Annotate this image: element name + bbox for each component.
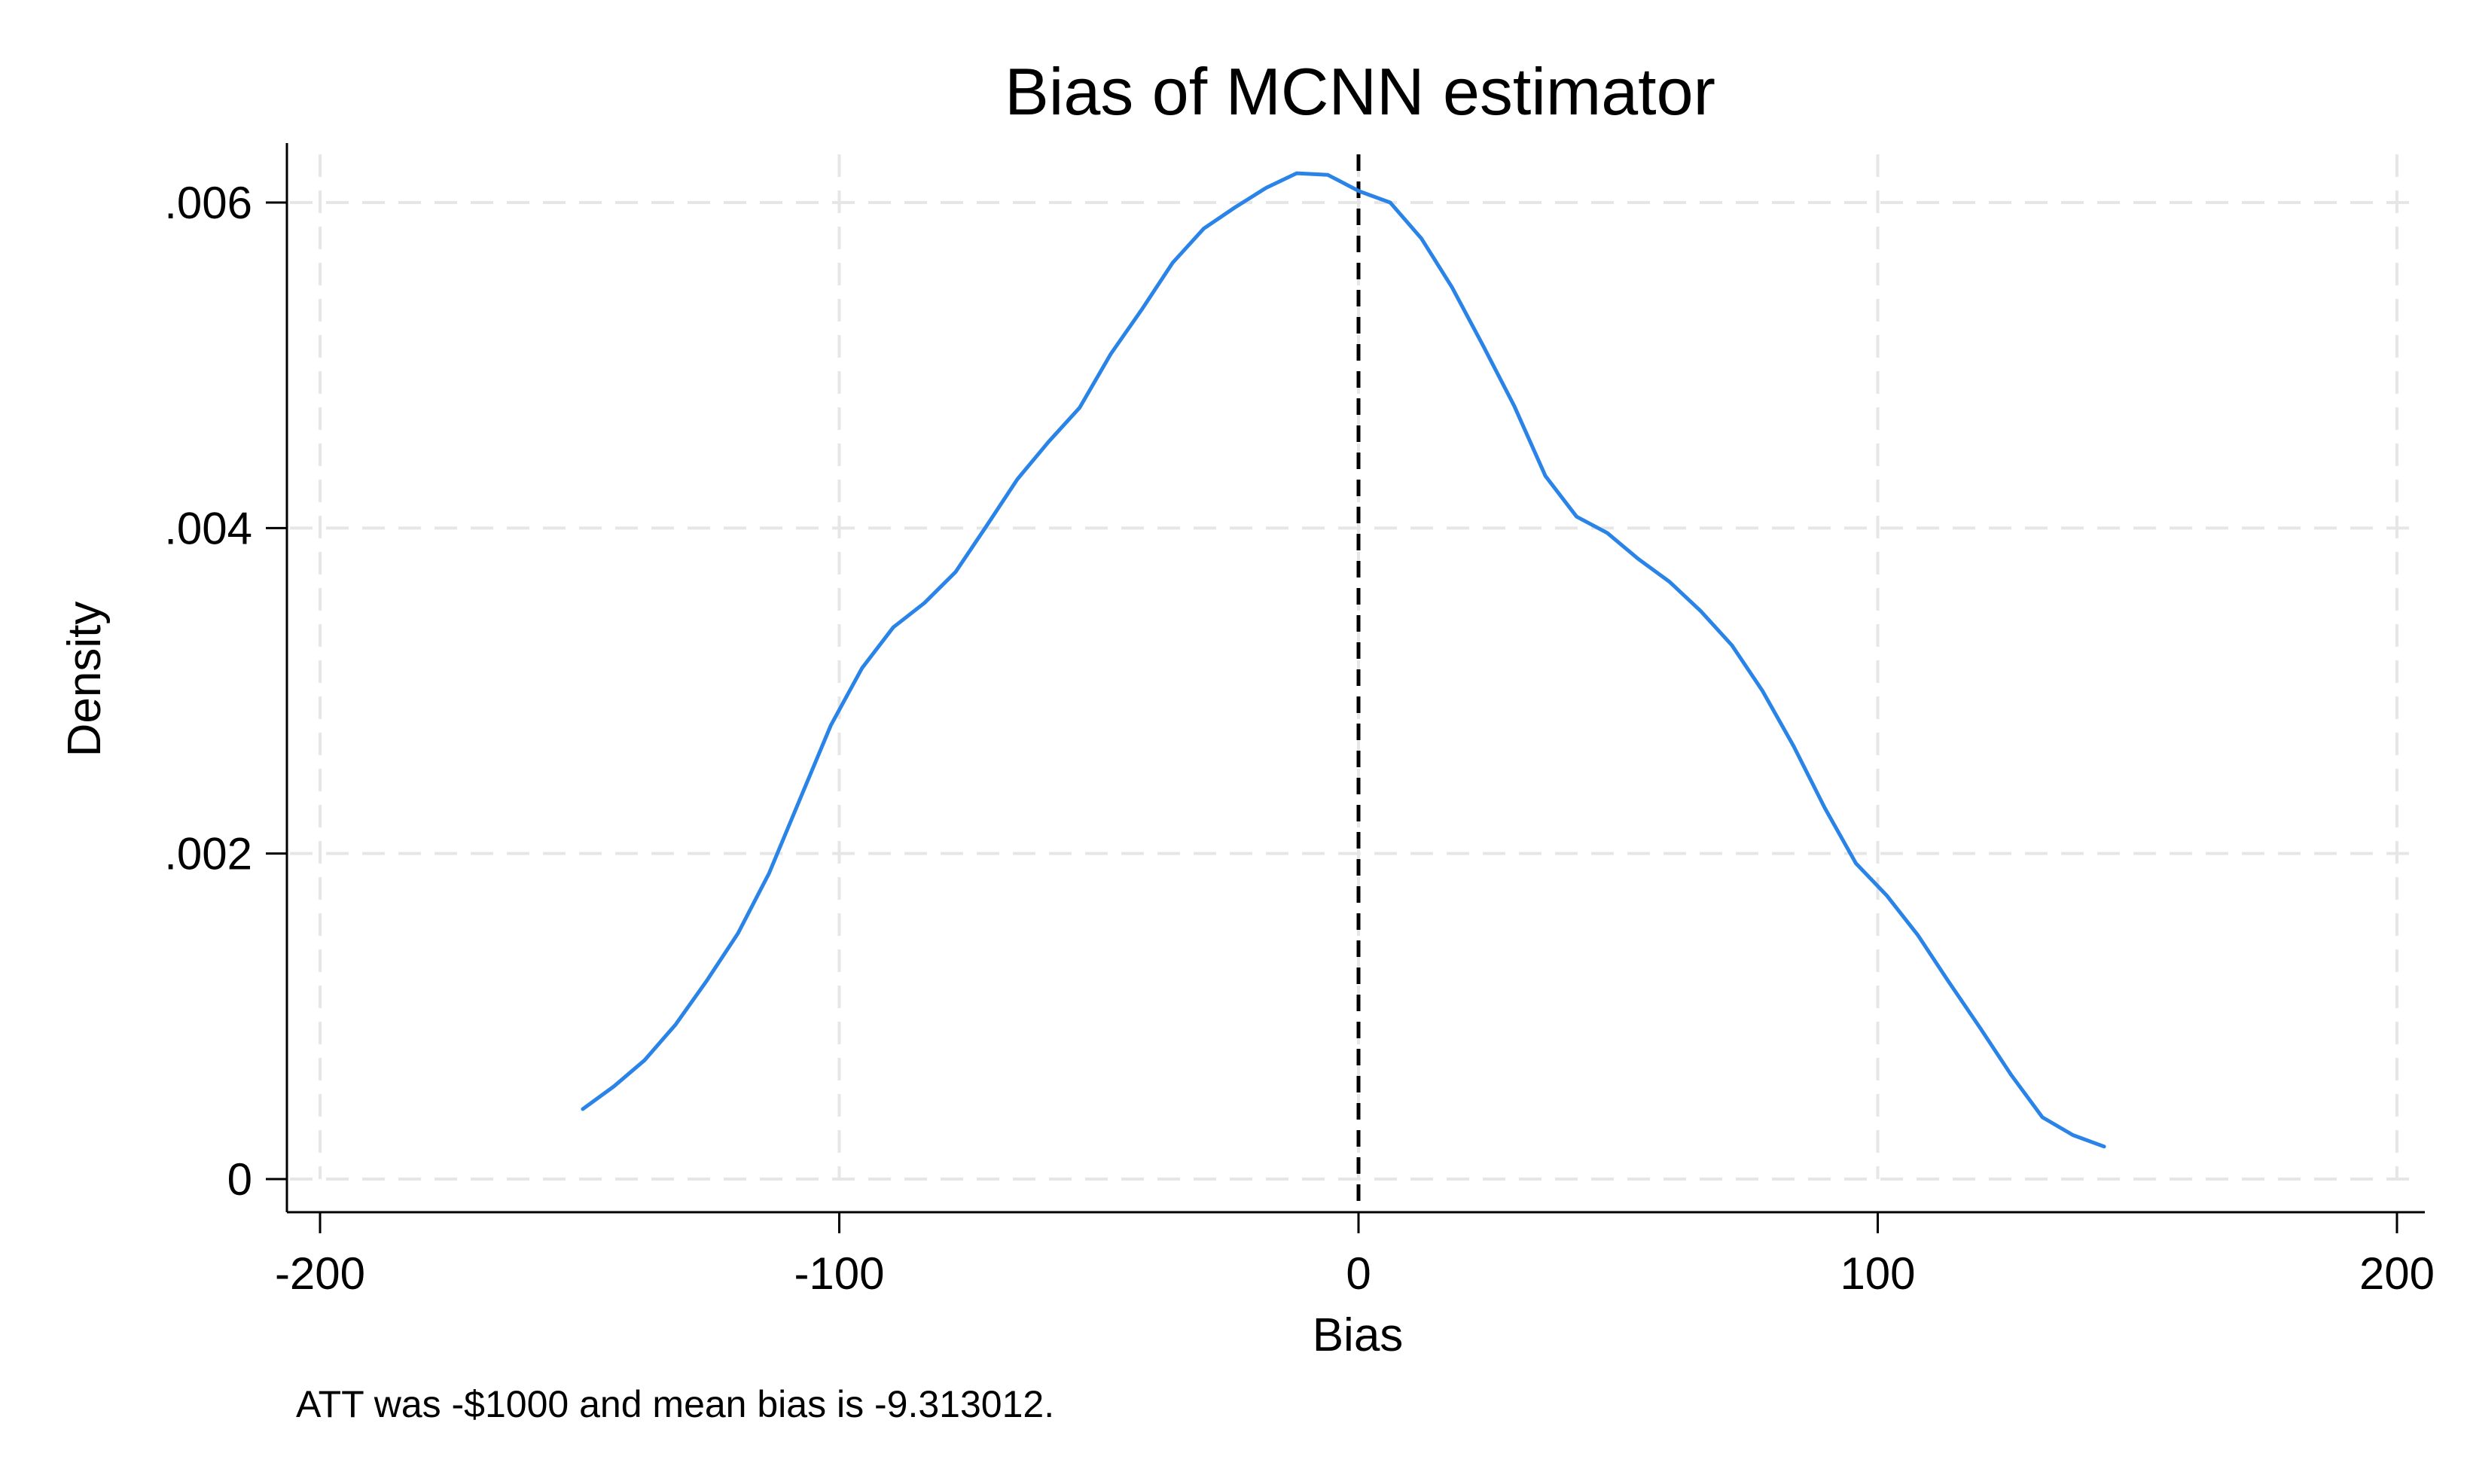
density-curve (581, 171, 2106, 1149)
y-tick-label: .004 (164, 503, 252, 553)
series-group (581, 171, 2106, 1149)
x-tick-label: 0 (1346, 1248, 1371, 1299)
axes (285, 143, 2425, 1214)
y-tick-label: 0 (227, 1154, 252, 1205)
y-tick-label: .002 (164, 829, 252, 879)
x-axis-label: Bias (1313, 1309, 1404, 1361)
y-tick-label: .006 (164, 178, 252, 228)
grid-lines (290, 154, 2421, 1181)
chart-note: ATT was -$1000 and mean bias is -9.31301… (296, 1383, 1054, 1425)
x-tick-label: -200 (275, 1248, 365, 1299)
y-axis-label: Density (59, 602, 111, 757)
chart-title: Bias of MCNN estimator (1005, 54, 1715, 129)
axis-ticks: -200 -100 0 100 200 0 .002 .004 .006 (164, 178, 2435, 1299)
x-tick-label: 100 (1840, 1248, 1915, 1299)
x-tick-label: 200 (2359, 1248, 2435, 1299)
x-tick-label: -100 (794, 1248, 884, 1299)
